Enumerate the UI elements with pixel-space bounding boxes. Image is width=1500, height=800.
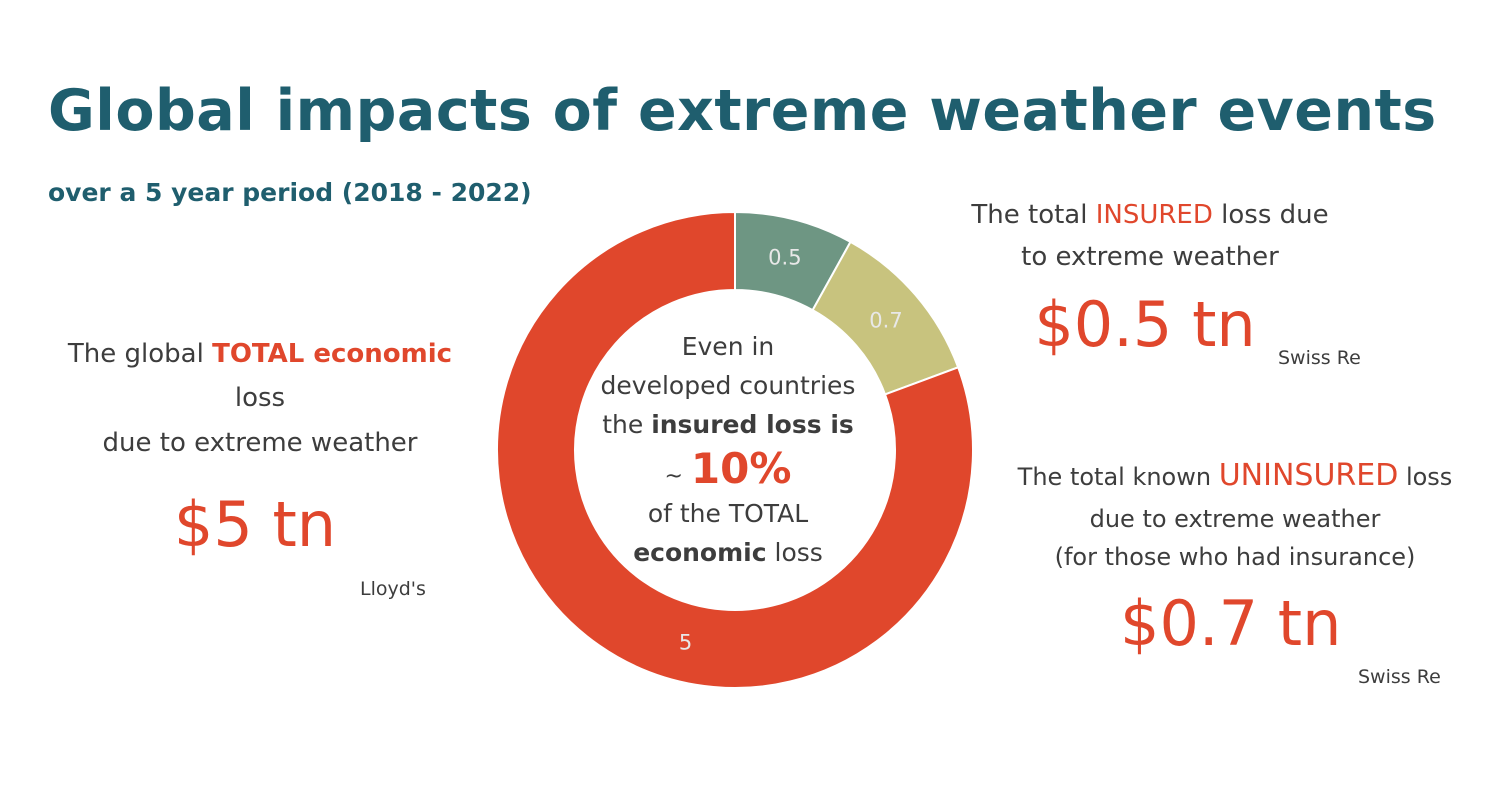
total-loss-line3: due to extreme weather	[102, 427, 418, 458]
uninsured-loss-value: $0.7 tn	[1120, 587, 1342, 660]
donut-slice-5	[496, 210, 974, 689]
total-economic-highlight: TOTAL economic	[212, 339, 453, 369]
center-line2: developed countries	[600, 370, 856, 400]
center-line5: of the TOTAL	[647, 499, 809, 528]
center-percent: ~ 10%	[664, 444, 792, 494]
donut-slice-label-5: 5	[679, 631, 692, 655]
total-loss-source: Lloyd's	[360, 578, 426, 600]
donut-slice-label-0-7: 0.7	[869, 308, 902, 332]
page-title: Global impacts of extreme weather events	[48, 78, 1437, 144]
center-line6: economic loss	[633, 537, 823, 567]
insured-highlight: INSURED	[1095, 200, 1213, 230]
insured-loss-line2: to extreme weather	[1021, 241, 1279, 272]
insured-loss-description: The total INSURED loss due to extreme we…	[950, 195, 1350, 278]
uninsured-loss-source: Swiss Re	[1358, 666, 1441, 688]
uninsured-loss-line2: due to extreme weather	[1089, 505, 1381, 533]
total-loss-value: $5 tn	[173, 488, 337, 561]
insured-loss-value: $0.5 tn	[1034, 288, 1256, 361]
uninsured-loss-line3: (for those who had insurance)	[1054, 543, 1416, 572]
center-line1: Even in	[681, 332, 775, 361]
insured-loss-source: Swiss Re	[1278, 347, 1361, 369]
uninsured-loss-line1: The total known UNINSURED loss	[1017, 458, 1453, 493]
insured-loss-line1: The total INSURED loss due	[971, 200, 1329, 230]
center-line3: the insured loss is	[602, 409, 854, 439]
uninsured-highlight: UNINSURED	[1218, 458, 1399, 493]
donut-slice-label-0-5: 0.5	[768, 245, 801, 269]
loss-donut-chart: 0.5 0.7 5	[496, 210, 974, 689]
donut-center-text: Even in developed countries the insured …	[578, 328, 878, 573]
total-loss-line2: loss	[234, 383, 286, 414]
total-loss-description: The global TOTAL economic loss due to ex…	[30, 334, 490, 463]
uninsured-loss-description: The total known UNINSURED loss due to ex…	[985, 452, 1485, 577]
page-subtitle: over a 5 year period (2018 - 2022)	[48, 178, 532, 207]
total-loss-line1: The global TOTAL economic	[67, 339, 453, 369]
